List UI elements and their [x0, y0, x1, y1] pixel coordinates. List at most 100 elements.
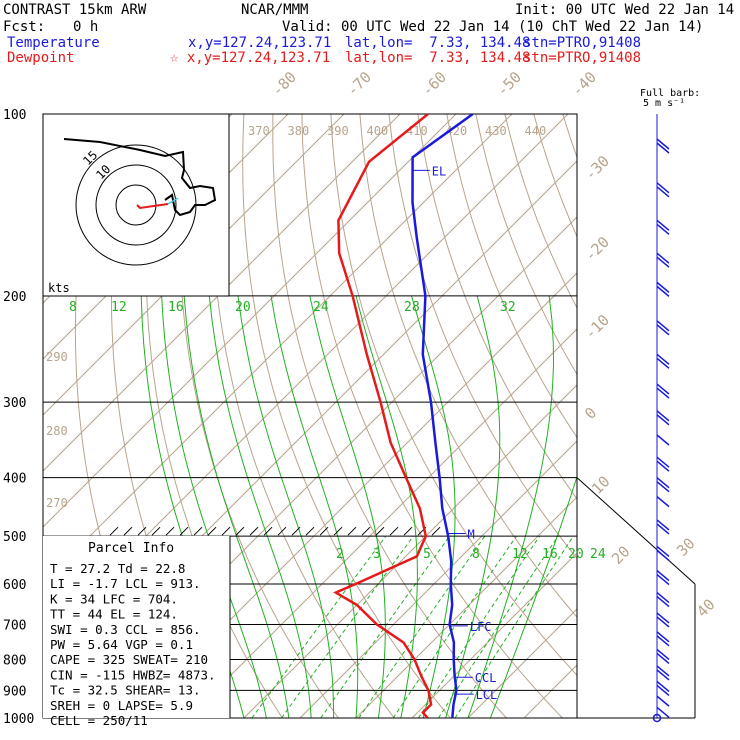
wind-barb [656, 706, 670, 718]
calm-wind-circle [652, 713, 662, 723]
fcst-value: 0 h [73, 19, 99, 35]
freezing-hatch-mark [193, 526, 203, 536]
parcel-info-row: T = 27.2 Td = 22.8 [50, 561, 185, 576]
parcel-info-row: PW = 5.64 VGP = 0.1 [50, 637, 193, 652]
isotherm-line [243, 384, 577, 718]
theta-left-label: 290 [46, 350, 68, 364]
parcel-info-row: CIN = -115 HWBZ= 4873. [50, 667, 216, 682]
plot-frame [42, 113, 578, 719]
pressure-tick-label: 200 [3, 290, 26, 305]
wind-barb [656, 684, 670, 697]
parcel-info-row: Tc = 32.5 SHEAR= 13. [50, 683, 201, 698]
mixing-ratio-line [320, 535, 451, 718]
hodograph-low-trace [136, 203, 169, 210]
dewpoint-profile [333, 114, 433, 718]
freezing-hatch-mark [403, 526, 413, 536]
wind-barb [656, 357, 670, 369]
freezing-hatch-mark [333, 526, 343, 536]
dry-adiabat-line [272, 114, 507, 718]
freezing-hatch-mark [347, 526, 357, 536]
freezing-hatch-mark [123, 526, 133, 536]
wind-barb [656, 219, 670, 231]
dry-adiabat-line [211, 114, 395, 718]
isotherm-line [580, 114, 740, 718]
wind-barb [656, 252, 670, 264]
dry-adiabat-line [592, 114, 740, 718]
wind-barb [656, 596, 670, 608]
wind-barb [656, 223, 670, 235]
freezing-hatch-mark [431, 526, 441, 536]
level-marker-label: EL [432, 164, 446, 178]
freezing-hatch-mark [235, 526, 245, 536]
pressure-tick-label: 400 [3, 472, 26, 487]
isotherm-tick-label: 30 [673, 534, 699, 560]
theta-tick-label: 430 [485, 124, 507, 138]
isotherm-tick-label: -60 [418, 68, 450, 100]
wind-barb [656, 519, 670, 531]
wind-barb [656, 523, 670, 535]
isotherm-tick-label: -50 [493, 68, 525, 100]
mixing-ratio-label: 16 [542, 547, 558, 562]
valid-time: Valid: 00 UTC Wed 22 Jan 14 (10 ChT Wed … [282, 19, 704, 35]
isotherm-tick-label: 10 [588, 472, 614, 498]
isotherm-tick-label: -80 [268, 68, 300, 100]
theta-left-label: 280 [46, 424, 68, 438]
wind-barb [656, 456, 670, 468]
dry-adiabat-line [330, 114, 577, 677]
parcel-info-row: LI = -1.7 LCL = 913. [50, 576, 201, 591]
wind-barb [656, 414, 670, 426]
mixing-ratio-label: 2 [336, 547, 344, 562]
temperature-profile [411, 114, 474, 718]
dry-adiabat-line [446, 114, 577, 439]
mixing-ratio-label: 8 [472, 547, 480, 562]
dewpoint-latlon: lat,lon= 7.33, 134.48 [345, 50, 531, 66]
pressure-tick-label: 1000 [3, 712, 34, 727]
isotherm-line [523, 664, 577, 718]
parcel-info-row: SREH = 0 LAPSE= 5.9 [50, 698, 193, 713]
wind-barb [656, 652, 670, 665]
freezing-hatch-mark [179, 526, 189, 536]
theta-left-label: 270 [46, 496, 68, 510]
mixing-ratio-label: 12 [512, 547, 528, 562]
isotherm-tick-label: 0 [581, 404, 600, 423]
wind-barb [656, 573, 670, 586]
model-title: CONTRAST 15km ARW [3, 2, 147, 18]
isotherm-tick-label: 40 [693, 595, 719, 621]
isotherm-line [131, 272, 577, 718]
isotherm-line [299, 440, 577, 718]
dry-adiabat-line [533, 114, 577, 238]
wind-barb [656, 592, 670, 604]
wind-barb [656, 612, 670, 624]
freezing-hatch-mark [305, 526, 315, 536]
wind-barb [656, 186, 670, 198]
isotherm-line [355, 496, 577, 718]
freezing-hatch-mark [137, 526, 147, 536]
mixing-ratio-line [437, 535, 559, 718]
parcel-info-row: CAPE = 325 SWEAT= 210 [50, 652, 208, 667]
freezing-hatch-mark [291, 526, 301, 536]
isotherm-tick-label: -30 [581, 152, 613, 184]
frame-edge-line [576, 477, 696, 585]
mixing-ratio-line [454, 535, 574, 718]
dry-adiabat-line [621, 114, 740, 718]
wind-barb [656, 387, 670, 399]
wind-barb [656, 549, 670, 562]
pressure-tick-label: 800 [3, 653, 26, 668]
wind-barb [656, 569, 670, 582]
mixing-ratio-line [251, 535, 387, 718]
theta-tick-label: 420 [446, 124, 468, 138]
parcel-info-row: SWI = 0.3 CCL = 856. [50, 622, 201, 637]
wind-barb [656, 631, 670, 643]
wind-barb [656, 353, 670, 365]
barb-legend-label: Full barb: [640, 88, 700, 99]
wind-barb [656, 285, 670, 297]
theta-tick-label: 370 [248, 124, 270, 138]
wind-barb [656, 138, 670, 150]
wind-barb [656, 648, 670, 661]
dry-adiabat-line [388, 114, 577, 560]
wind-barb [656, 182, 670, 194]
dry-adiabat-line [504, 114, 577, 309]
dewpoint-station: stn=PTRO,91408 [523, 50, 642, 66]
mixing-ratio-line [417, 535, 541, 718]
